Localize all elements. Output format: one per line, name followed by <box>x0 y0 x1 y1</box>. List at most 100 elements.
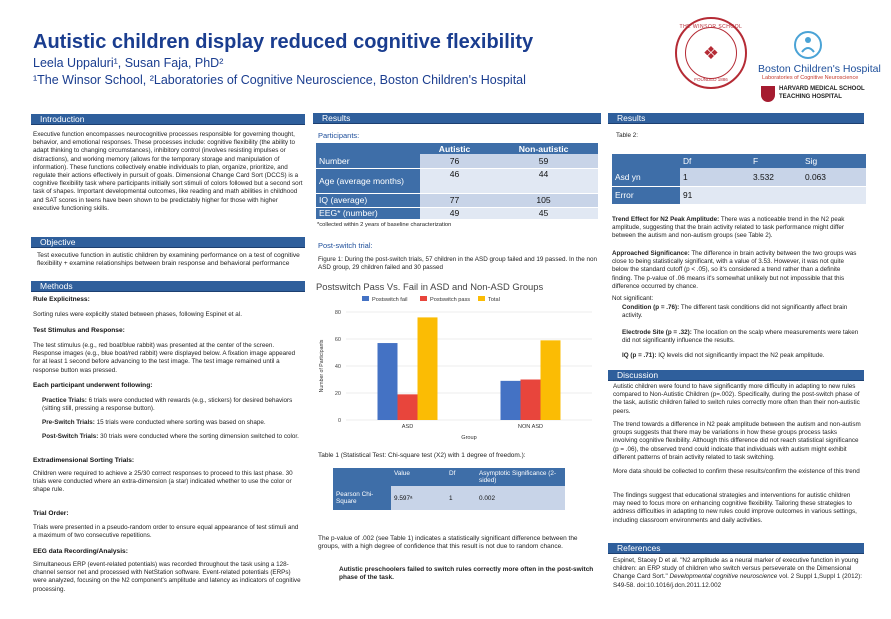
bar <box>540 340 561 420</box>
y-tick-label: 80 <box>335 310 341 316</box>
objective-heading: Objective <box>31 237 305 248</box>
authors: Leela Uppaluri¹, Susan Faja, PhD² <box>33 56 224 70</box>
seal-text: THE WINSOR SCHOOL <box>679 24 743 30</box>
electrode-result: Electrode Site (p = .32): The location o… <box>622 329 862 345</box>
table-cell: 1 <box>446 486 476 510</box>
iq-result: IQ (p = .71): IQ levels did not signific… <box>622 352 862 360</box>
practice-trials: Practice Trials: 6 trials were conducted… <box>42 397 302 413</box>
figure-caption: Figure 1: During the post-switch trials,… <box>318 256 597 272</box>
table-cell: Pearson Chi-Square <box>333 486 391 510</box>
bar <box>500 380 521 420</box>
table-cell: Age (average months) <box>316 168 420 194</box>
approached-significance: Approached Significance: The difference … <box>612 250 862 291</box>
hms-line1: HARVARD MEDICAL SCHOOL <box>779 86 865 92</box>
table-cell: 0.002 <box>476 486 565 510</box>
trial-order-head: Trial Order: <box>33 510 69 517</box>
table-cell <box>750 186 802 205</box>
pvalue-text: The p-value of .002 (see Table 1) indica… <box>318 535 578 551</box>
table-cell: 91 <box>680 186 750 205</box>
table1-header-sig: Asymptotic Significance (2-sided) <box>476 468 565 486</box>
hms-line2: TEACHING HOSPITAL <box>779 94 842 100</box>
table2-header-sig: Sig <box>802 154 866 168</box>
practice-body: 6 trials were conducted with rewards (e.… <box>42 397 293 413</box>
electrode-label: Electrode Site (p = .32): <box>622 329 692 336</box>
intro-heading: Introduction <box>31 114 305 125</box>
y-tick-label: 40 <box>335 364 341 370</box>
lamp-icon: ❖ <box>685 27 737 79</box>
legend-swatch <box>478 296 485 301</box>
bar-chart: Postswitch fail Postswitch pass Total 0 20 40… <box>319 296 592 441</box>
approach-body: The difference in brain activity between… <box>612 250 857 290</box>
trend-body: There was a noticeable trend in the N2 p… <box>612 216 845 240</box>
bch-name: Boston Children's Hospital <box>758 63 881 75</box>
y-tick-label: 0 <box>338 418 341 424</box>
post-switch-label: Post-switch trial: <box>318 241 373 250</box>
participants-header-autistic: Autistic <box>420 143 490 154</box>
bar <box>520 379 541 420</box>
reference-journal: Developmental cognitive neuroscience <box>669 573 778 581</box>
participants-table: Autistic Non-autistic Number 76 59 Age (… <box>316 143 598 220</box>
approach-label: Approached Significance: <box>612 250 690 257</box>
practice-label: Practice Trials: <box>42 397 87 404</box>
eeg-body: Simultaneous ERP (event-related potentia… <box>33 561 301 593</box>
table1-header-row: Value Df Asymptotic Significance (2-side… <box>333 468 565 486</box>
bar <box>397 394 418 420</box>
y-tick-label: 60 <box>335 337 341 343</box>
participants-header-blank <box>316 143 420 154</box>
table-cell: 0.063 <box>802 168 866 187</box>
reference-tail: vol. 2 Suppl 1,Suppl 1 (2012): S49-58. d… <box>613 573 863 589</box>
stimulus-body: The test stimulus (e.g., red boat/blue r… <box>33 342 296 374</box>
iq-body: IQ levels did not significantly impact t… <box>658 352 825 359</box>
table-note: *collected within 2 years of baseline ch… <box>317 222 452 228</box>
table2-label: Table 2: <box>616 132 639 139</box>
table-cell: 105 <box>489 193 598 208</box>
legend-label: Total <box>488 297 500 303</box>
participants-label: Participants: <box>318 131 360 140</box>
discussion-p4: The findings suggest that educational st… <box>613 492 857 524</box>
discussion-heading: Discussion <box>608 370 864 381</box>
table-row: IQ (average) 77 105 <box>316 193 598 208</box>
table2-header-row: Df F Sig <box>612 154 866 168</box>
trial-order-body: Trials were presented in a pseudo-random… <box>33 524 299 540</box>
post-switch-trials: Post-Switch Trials: 30 trials were condu… <box>42 433 302 441</box>
not-significant-label: Not significant: <box>612 295 654 302</box>
table-row: Pearson Chi-Square 9.597ᵃ 1 0.002 <box>333 486 565 510</box>
results-heading-mid: Results <box>313 113 601 124</box>
table-cell <box>802 186 866 205</box>
y-axis-label: Number of Participants <box>319 339 325 392</box>
poster-title: Autistic children display reduced cognit… <box>33 31 534 53</box>
iq-label: IQ (p = .71): <box>622 352 657 359</box>
methods-heading: Methods <box>31 281 305 292</box>
table-cell: IQ (average) <box>316 193 420 208</box>
legend-swatch <box>362 296 369 301</box>
table2-header-df: Df <box>680 154 750 168</box>
table1-header-df: Df <box>446 468 476 486</box>
table-cell: 76 <box>420 154 490 169</box>
pre-label: Pre-Switch Trials: <box>42 419 95 426</box>
condition-label: Condition (p = .76): <box>622 304 680 311</box>
discussion-p1: Autistic children were found to have sig… <box>613 383 860 415</box>
legend-swatch <box>420 296 427 301</box>
condition-body: The different task conditions did not si… <box>622 304 848 320</box>
references-heading: References <box>608 543 864 554</box>
objective-body: Test executive function in autistic chil… <box>37 252 300 268</box>
table-cell: 77 <box>420 193 490 208</box>
conclusion-text: Autistic preschoolers failed to switch r… <box>339 566 594 582</box>
table1-caption: Table 1 (Statistical Test: Chi-square te… <box>318 452 526 459</box>
results-heading-right: Results <box>608 113 864 124</box>
table-cell: 1 <box>680 168 750 187</box>
extradimensional-head: Extradimensional Sorting Trials: <box>33 457 135 464</box>
table-cell: 59 <box>489 154 598 169</box>
table-row: Number 76 59 <box>316 154 598 169</box>
table-cell: 9.597ᵃ <box>391 486 446 510</box>
table-row: Age (average months) 46 44 <box>316 168 598 194</box>
condition-result: Condition (p = .76): The different task … <box>622 304 862 320</box>
chart-title: Postswitch Pass Vs. Fail in ASD and Non-… <box>316 281 544 292</box>
bar <box>417 317 438 420</box>
table2-header-f: F <box>750 154 802 168</box>
affiliations: ¹The Winsor School, ²Laboratories of Cog… <box>33 73 526 87</box>
x-tick-label: NON ASD <box>518 424 543 430</box>
harvard-shield-icon <box>761 86 775 102</box>
intro-body: Executive function encompasses neurocogn… <box>33 131 303 212</box>
trend-label: Trend Effect for N2 Peak Amplitude: <box>612 216 720 223</box>
